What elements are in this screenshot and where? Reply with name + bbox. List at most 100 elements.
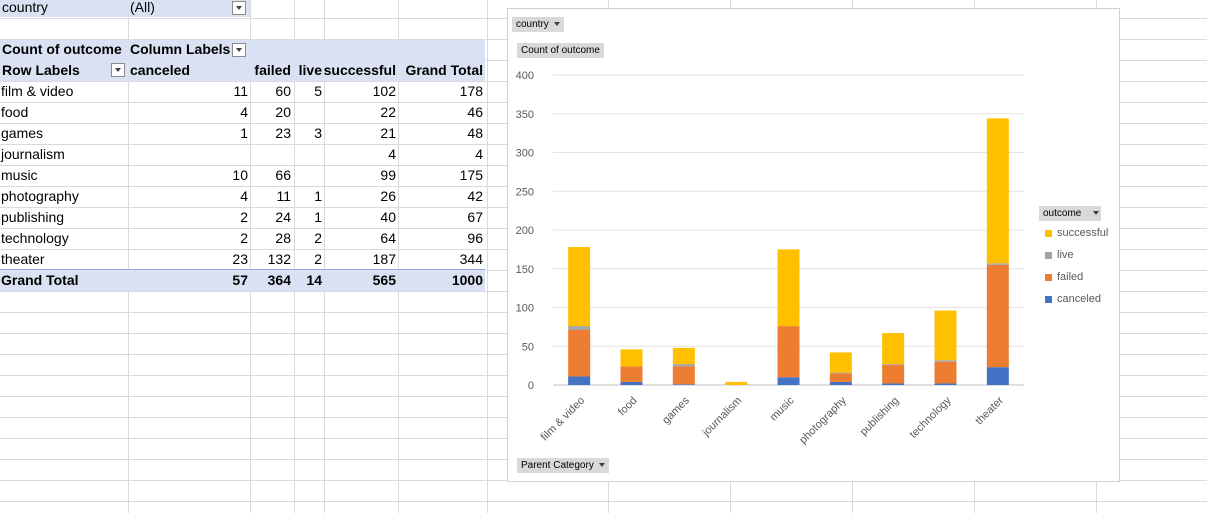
column-labels-filter-button[interactable] <box>232 43 246 57</box>
bar-segment-failed[interactable] <box>934 361 957 384</box>
y-tick-label: 350 <box>516 109 534 121</box>
bar-segment-successful[interactable] <box>986 118 1009 264</box>
legend-item-failed[interactable]: failed <box>1045 271 1083 283</box>
bar-segment-canceled[interactable] <box>672 384 695 385</box>
stacked-bar-chart[interactable]: country Count of outcome Parent Category… <box>507 8 1120 482</box>
pivot-value-cell: 1 <box>314 188 322 204</box>
pivot-grand-total-label: Grand Total <box>1 272 79 288</box>
legend-item-successful[interactable]: successful <box>1045 227 1108 239</box>
pivot-row-label: theater <box>1 251 45 267</box>
filter-value: (All) <box>130 0 155 15</box>
bar-segment-failed[interactable] <box>568 329 591 377</box>
bar-segment-successful[interactable] <box>882 333 905 365</box>
value-field-button[interactable]: Count of outcome <box>517 43 604 58</box>
y-tick-label: 50 <box>522 341 534 353</box>
bar-segment-canceled[interactable] <box>568 376 591 385</box>
pivot-value-cell: 20 <box>275 104 291 120</box>
y-tick-label: 150 <box>516 264 534 276</box>
legend-field-button-label: outcome <box>1043 208 1082 219</box>
pivot-value-cell: 24 <box>275 209 291 225</box>
x-tick-label: film & video <box>539 395 588 444</box>
x-tick-label: games <box>660 394 692 426</box>
pivot-value-cell: 102 <box>372 83 396 99</box>
pivot-value-cell: 2 <box>240 230 248 246</box>
x-tick-label: music <box>768 394 797 423</box>
pivot-value-cell: 187 <box>372 251 396 267</box>
x-tick-label: theater <box>973 394 1006 427</box>
pivot-corner-label: Count of outcome <box>2 41 122 57</box>
country-field-button[interactable]: country <box>512 17 564 32</box>
bar-segment-canceled[interactable] <box>882 383 905 385</box>
pivot-value-cell: 11 <box>276 188 291 204</box>
pivot-grand-total-cell: 364 <box>267 272 291 288</box>
bar-segment-canceled[interactable] <box>620 381 643 385</box>
country-field-button-label: country <box>516 19 549 30</box>
legend-item-live[interactable]: live <box>1045 249 1074 261</box>
bar-segment-canceled[interactable] <box>777 377 800 385</box>
pivot-value-cell: 175 <box>459 167 483 183</box>
pivot-row-label: food <box>1 104 29 120</box>
pivot-value-cell: 40 <box>380 209 396 225</box>
country-filter-dropdown[interactable] <box>232 1 246 15</box>
pivot-value-cell: 66 <box>275 167 291 183</box>
bar-segment-live[interactable] <box>568 326 591 330</box>
bar-segment-canceled[interactable] <box>829 381 852 385</box>
legend-field-button[interactable]: outcome <box>1039 206 1101 221</box>
pivot-grand-total-cell: 565 <box>372 272 396 288</box>
pivot-value-cell: 46 <box>467 104 483 120</box>
pivot-column-header: canceled <box>130 62 190 78</box>
x-tick-label: journalism <box>700 395 745 440</box>
legend-swatch <box>1045 295 1052 303</box>
bar-segment-failed[interactable] <box>777 326 800 378</box>
bar-segment-failed[interactable] <box>672 366 695 385</box>
bar-segment-failed[interactable] <box>829 373 852 382</box>
pivot-row-label: technology <box>1 230 69 246</box>
pivot-row-label: publishing <box>1 209 65 225</box>
pivot-value-cell: 4 <box>240 188 248 204</box>
pivot-value-cell: 1 <box>314 209 322 225</box>
bar-segment-live[interactable] <box>986 263 1009 265</box>
bar-segment-successful[interactable] <box>777 249 800 327</box>
pivot-value-cell: 60 <box>275 83 291 99</box>
pivot-value-cell: 2 <box>314 230 322 246</box>
legend-item-canceled[interactable]: canceled <box>1045 293 1101 305</box>
pivot-value-cell: 21 <box>380 125 396 141</box>
x-tick-label: technology <box>908 394 954 440</box>
chevron-down-icon <box>598 463 605 468</box>
pivot-value-cell: 5 <box>314 83 322 99</box>
sheet-column-gridline <box>250 0 251 513</box>
bar-segment-canceled[interactable] <box>934 383 957 385</box>
pivot-value-cell: 48 <box>467 125 483 141</box>
pivot-row-label: games <box>1 125 44 141</box>
bar-segment-failed[interactable] <box>882 364 905 384</box>
pivot-grand-total-cell: 14 <box>306 272 322 288</box>
axis-field-button-label: Parent Category <box>521 460 594 471</box>
sheet-column-gridline <box>294 0 295 513</box>
row-labels-filter-button[interactable] <box>111 63 125 77</box>
bar-segment-live[interactable] <box>934 360 957 362</box>
x-tick-label: photography <box>797 394 849 446</box>
bar-segment-successful[interactable] <box>620 349 643 367</box>
bar-segment-failed[interactable] <box>620 366 643 382</box>
pivot-row-label: music <box>1 167 38 183</box>
bar-segment-successful[interactable] <box>568 247 591 327</box>
bar-segment-live[interactable] <box>829 372 852 374</box>
pivot-grandtotal-band <box>0 270 485 291</box>
pivot-column-header: Grand Total <box>405 62 483 78</box>
axis-field-button[interactable]: Parent Category <box>517 458 609 473</box>
bar-segment-successful[interactable] <box>672 347 695 365</box>
pivot-value-cell: 4 <box>240 104 248 120</box>
chevron-down-icon <box>1093 211 1100 216</box>
sheet-column-gridline <box>487 0 488 513</box>
filter-row-band <box>0 0 250 17</box>
bar-segment-successful[interactable] <box>829 352 852 373</box>
bar-segment-canceled[interactable] <box>986 367 1009 385</box>
pivot-value-cell: 2 <box>240 209 248 225</box>
bar-segment-successful[interactable] <box>934 310 957 361</box>
bar-segment-live[interactable] <box>882 364 905 365</box>
bar-segment-successful[interactable] <box>725 381 748 385</box>
legend-label: failed <box>1057 271 1084 283</box>
pivot-column-header: successful <box>323 62 396 78</box>
bar-segment-failed[interactable] <box>986 264 1009 368</box>
bar-segment-live[interactable] <box>672 364 695 367</box>
